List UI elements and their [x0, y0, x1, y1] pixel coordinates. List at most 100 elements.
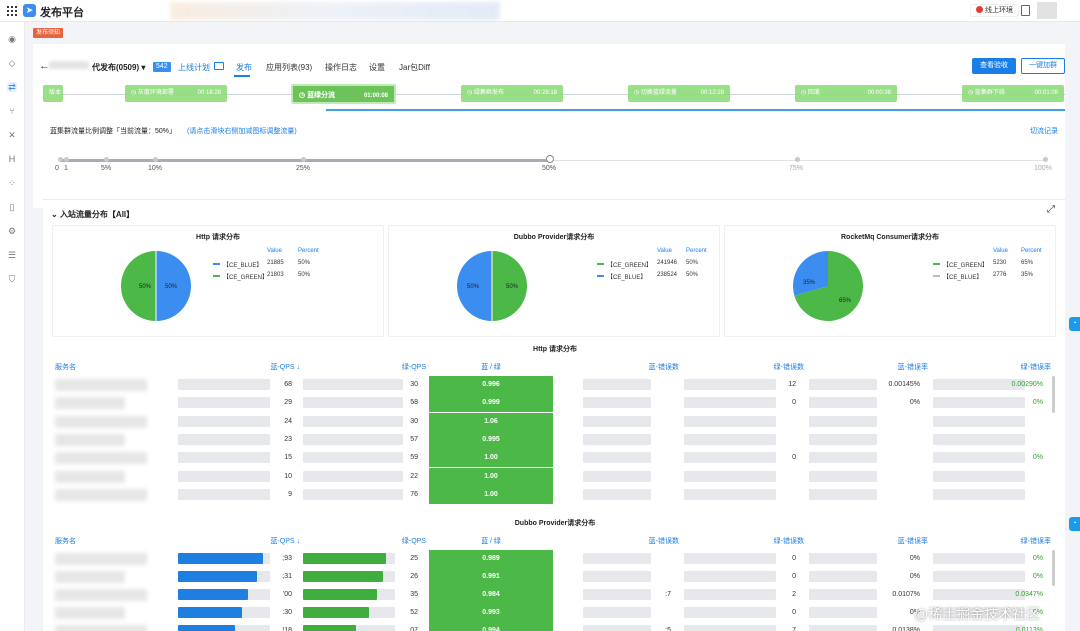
- tab-settings[interactable]: 设置: [369, 63, 385, 72]
- table-header[interactable]: 绿-QPS: [401, 364, 426, 371]
- document-icon[interactable]: [1021, 5, 1030, 16]
- blue-qps-bar: [178, 433, 270, 445]
- slider-tick[interactable]: [104, 157, 109, 162]
- help-float-button[interactable]: ◔: [1069, 517, 1080, 531]
- switch-record-link[interactable]: 切流记录: [1030, 128, 1058, 135]
- table-header[interactable]: 蓝-QPS ↓: [270, 538, 300, 545]
- green-rate-bar: [933, 397, 1025, 409]
- pie-panel-rocketmq: RocketMq Consumer请求分布 35% 65% Value Perc…: [725, 226, 1055, 336]
- tab-release[interactable]: 发布: [236, 63, 252, 72]
- env-badge[interactable]: 线上环境: [970, 4, 1019, 17]
- table-cell-green-rate: 0%: [1032, 609, 1043, 616]
- table-header[interactable]: 绿-QPS: [401, 538, 426, 545]
- table-header[interactable]: 绿-错误数: [773, 364, 804, 371]
- tick-label: 50%: [542, 165, 557, 172]
- pipeline-stage-current[interactable]: ◷ 蓝绿分流 01:00:08: [291, 84, 396, 104]
- project-name[interactable]: 代发布(0509) ▾: [92, 63, 146, 72]
- legend-value: 2776: [993, 272, 1007, 278]
- slider-tick[interactable]: [64, 157, 69, 162]
- green-rate-bar: [933, 488, 1025, 500]
- table-cell-green-err: 7: [792, 627, 796, 631]
- table-header[interactable]: 绿-错误数: [773, 538, 804, 545]
- release-icon[interactable]: ⇄: [7, 82, 17, 92]
- slider-tick[interactable]: [795, 157, 800, 162]
- back-arrow-icon[interactable]: ←: [39, 60, 50, 72]
- green-err-bar: [684, 553, 776, 564]
- table-header[interactable]: 蓝-错误率: [897, 364, 928, 371]
- green-qps-bar: [303, 553, 386, 564]
- cross-icon[interactable]: ✕: [8, 130, 16, 140]
- legend-row[interactable]: 【CE_BLUE】: [933, 272, 982, 281]
- green-err-bar: [684, 571, 776, 582]
- pipeline-stage[interactable]: ◷ 绿集群发布 00:28:18: [461, 85, 563, 102]
- legend-row[interactable]: 【CE_GREEN】: [213, 272, 268, 281]
- legend-row[interactable]: 【CE_GREEN】: [597, 260, 652, 269]
- dashboard-icon[interactable]: ◉: [8, 34, 16, 44]
- table-scrollbar[interactable]: [1052, 550, 1055, 586]
- blue-qps-bar: [178, 379, 270, 390]
- view-acceptance-button[interactable]: 查看验收: [972, 58, 1016, 74]
- table-header[interactable]: 蓝-错误数: [648, 538, 679, 545]
- dubbo-request-table: Dubbo Provider请求分布 服务名 蓝-QPS ↓ 绿-QPS 蓝 / 绿 蓝…: [53, 512, 1057, 631]
- table-header[interactable]: 蓝 / 绿: [481, 538, 501, 545]
- legend-row[interactable]: 【CE_GREEN】: [933, 260, 988, 269]
- notice-tag[interactable]: 发布须知: [33, 28, 63, 38]
- table-header[interactable]: 绿-错误率: [1020, 538, 1051, 545]
- green-rate-bar: [933, 589, 1025, 600]
- release-plan-link[interactable]: 上线计划: [178, 63, 210, 72]
- fullscreen-icon[interactable]: ⤢: [1047, 204, 1055, 215]
- table-scrollbar[interactable]: [1052, 376, 1055, 413]
- tab-operation-log[interactable]: 操作日志: [325, 63, 357, 72]
- legend-row[interactable]: 【CE_BLUE】: [597, 272, 646, 281]
- green-rate-bar: [933, 379, 1025, 390]
- legend-swatch: [213, 275, 220, 277]
- slider-tick[interactable]: [153, 157, 158, 162]
- table-header[interactable]: 蓝-错误率: [897, 538, 928, 545]
- pipeline-stage[interactable]: 版本检查: [43, 85, 63, 113]
- h-icon[interactable]: H: [8, 154, 16, 164]
- nodes-icon[interactable]: ⁘: [8, 178, 16, 188]
- table-cell-green-qps: 35: [410, 591, 418, 598]
- pipeline-stage[interactable]: ◷ 蓝集群下线 00:01:08: [962, 85, 1064, 102]
- traffic-slider-handle[interactable]: [546, 155, 554, 163]
- inbound-traffic-title[interactable]: ⌄ 入站流量分布【All】: [51, 210, 135, 219]
- shield-icon[interactable]: ⛉: [8, 274, 16, 284]
- table-header[interactable]: 绿-错误率: [1020, 364, 1051, 371]
- map-icon[interactable]: ◇: [8, 58, 16, 68]
- join-group-button[interactable]: 一键加群: [1021, 58, 1065, 74]
- slider-tick[interactable]: [58, 157, 63, 162]
- legend-row[interactable]: 【CE_BLUE】: [213, 260, 262, 269]
- table-header[interactable]: 蓝 / 绿: [481, 364, 501, 371]
- gear-icon[interactable]: ⚙: [7, 226, 17, 236]
- table-header[interactable]: 蓝-QPS ↓: [270, 364, 300, 371]
- slider-tick[interactable]: [301, 157, 306, 162]
- table-cell-green-err: 0: [792, 454, 796, 462]
- avatar[interactable]: [1037, 2, 1057, 19]
- table-header[interactable]: 蓝-错误数: [648, 364, 679, 371]
- stage-time: 00:12:28: [700, 90, 724, 96]
- table-header[interactable]: 服务名: [55, 364, 76, 371]
- slider-tick[interactable]: [1043, 157, 1048, 162]
- table-header[interactable]: 服务名: [55, 538, 76, 545]
- file-icon[interactable]: ▯: [9, 202, 15, 212]
- stage-label: 回滚: [807, 90, 820, 96]
- green-err-bar: [684, 452, 776, 464]
- blue-err-bar: [583, 553, 651, 564]
- tab-jar-diff[interactable]: Jar包Diff: [399, 63, 430, 72]
- monitor-icon[interactable]: [214, 62, 224, 70]
- pipeline-stage[interactable]: ◷ 灰度环境部署 00:18:28: [125, 85, 227, 102]
- pipeline-stage[interactable]: ◷ 切换蓝绿流量 00:12:28: [628, 85, 730, 102]
- green-qps-bar: [303, 452, 403, 464]
- table-cell-green-err: 0: [792, 573, 796, 580]
- blue-rate-bar: [809, 553, 877, 564]
- branch-icon[interactable]: ⑂: [9, 106, 15, 116]
- service-name-blur: [55, 571, 125, 583]
- app-grid-icon[interactable]: [7, 6, 17, 16]
- server-icon[interactable]: ☰: [7, 250, 17, 260]
- service-name-blur: [55, 397, 125, 410]
- help-float-button[interactable]: ◔: [1069, 317, 1080, 331]
- blue-err-bar: [583, 415, 651, 427]
- pie-slice-green: [492, 251, 527, 321]
- pipeline-stage[interactable]: ◷ 回滚 00:00:38: [795, 85, 897, 102]
- tab-app-list[interactable]: 应用列表(93): [266, 63, 313, 72]
